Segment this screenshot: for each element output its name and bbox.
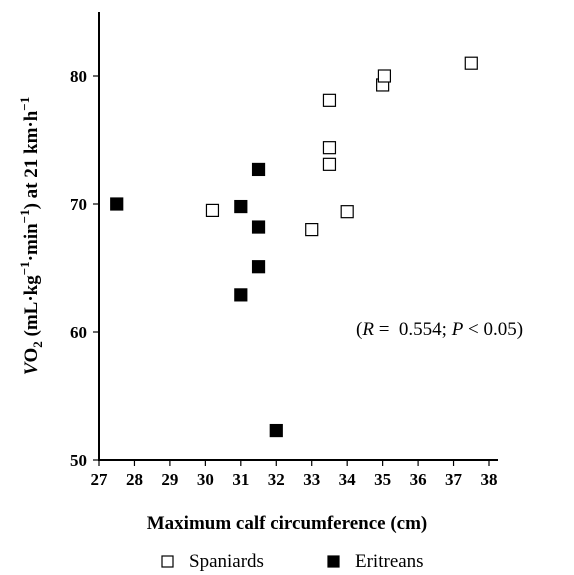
annot-p-symbol: P xyxy=(451,319,464,340)
spaniard-point xyxy=(305,223,319,237)
spaniard-point xyxy=(322,141,337,155)
y-ticks: 50 60 70 80 xyxy=(70,67,99,470)
y-tick-label: 50 xyxy=(70,451,87,470)
annot-r-symbol: R xyxy=(361,319,374,340)
eritrean-point xyxy=(251,260,266,274)
x-tick-label: 32 xyxy=(268,470,285,489)
spaniard-point xyxy=(205,203,220,217)
y-title-sup-a: −1 xyxy=(17,261,32,275)
spaniard-point xyxy=(322,157,337,171)
spaniard-point xyxy=(377,69,392,83)
legend: Spaniards Eritreans xyxy=(161,551,424,572)
y-title-o: O xyxy=(21,348,42,363)
x-tick-label: 27 xyxy=(91,470,109,489)
y-title-units-a: (mL·kg xyxy=(21,275,42,341)
eritrean-point xyxy=(251,220,266,234)
legend-label-spaniards: Spaniards xyxy=(189,551,264,572)
annot-r-text: = 0.554; xyxy=(374,319,452,340)
x-tick-label: 38 xyxy=(481,470,498,489)
spaniard-point xyxy=(322,93,337,107)
annot-open: ( xyxy=(356,319,362,340)
eritrean-point xyxy=(234,288,248,302)
spaniard-point xyxy=(464,56,478,70)
x-tick-label: 35 xyxy=(374,470,391,489)
x-tick-label: 28 xyxy=(126,470,143,489)
eritrean-point xyxy=(234,199,248,214)
spaniard-point xyxy=(340,205,354,219)
axes xyxy=(98,12,498,461)
y-title-sub2: 2 xyxy=(30,341,45,348)
x-tick-label: 34 xyxy=(339,470,357,489)
x-tick-label: 36 xyxy=(410,470,427,489)
y-tick-label: 80 xyxy=(70,67,87,86)
x-axis-title: Maximum calf circumference (cm) xyxy=(147,513,427,534)
legend-label-eritreans: Eritreans xyxy=(355,551,424,572)
x-tick-label: 31 xyxy=(232,470,249,489)
eritrean-point xyxy=(110,197,124,211)
x-tick-label: 29 xyxy=(161,470,178,489)
x-ticks: 27 28 29 30 31 32 33 34 35 36 37 38 xyxy=(91,460,498,489)
y-title-sup-b: −1 xyxy=(17,209,32,223)
y-title-sup-c: −1 xyxy=(17,97,32,111)
legend-marker-eritreans xyxy=(327,555,340,568)
legend-marker-spaniards xyxy=(161,555,174,568)
y-tick-label: 60 xyxy=(70,323,87,342)
y-title-units-c: ) at 21 km·h xyxy=(21,110,42,209)
x-tick-label: 33 xyxy=(303,470,320,489)
eritrean-point xyxy=(269,423,283,438)
x-tick-label: 37 xyxy=(445,470,463,489)
y-title-v: V xyxy=(21,361,42,375)
y-tick-label: 70 xyxy=(70,195,87,214)
x-tick-label: 30 xyxy=(197,470,214,489)
data-points xyxy=(110,56,478,438)
y-axis-title: VO2 (mL·kg−1·min−1) at 21 km·h−1 xyxy=(17,97,45,375)
annot-p-text: < 0.05) xyxy=(463,319,523,340)
eritrean-point xyxy=(251,162,266,177)
y-title-units-b: ·min xyxy=(21,223,42,261)
correlation-annotation: (R = 0.554; P < 0.05) xyxy=(356,319,523,340)
